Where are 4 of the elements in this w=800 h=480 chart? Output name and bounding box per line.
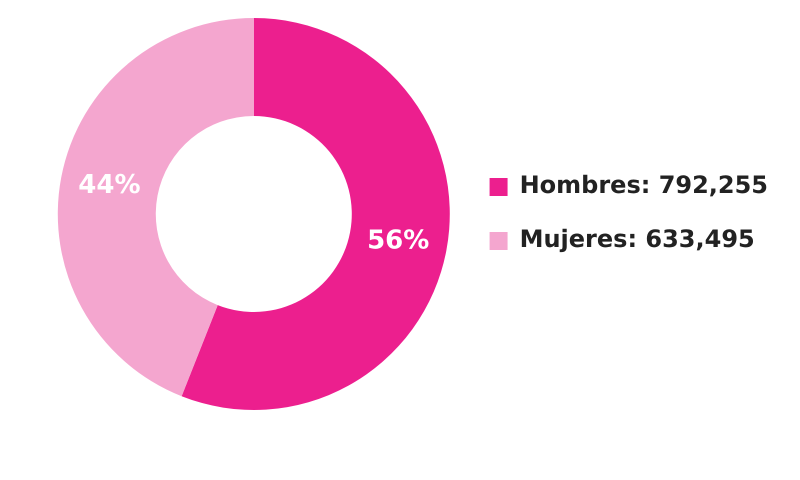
data-label: 56% — [367, 225, 430, 256]
data-label: 44% — [78, 170, 141, 200]
legend-label: Mujeres: 633,495 — [520, 225, 755, 254]
legend-label: Hombres: 792,255 — [520, 171, 768, 200]
